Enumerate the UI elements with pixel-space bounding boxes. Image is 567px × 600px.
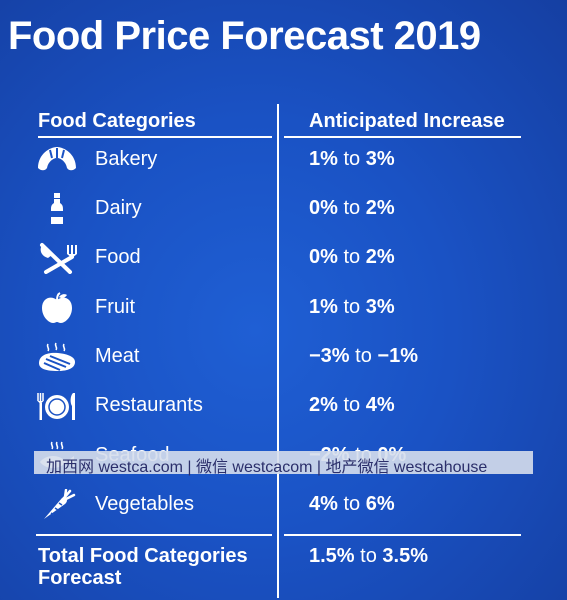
increase-value: 4% to 6% [309,493,395,516]
total-to: to [360,545,377,567]
increase-high: 2% [365,246,395,268]
total-separator-right [284,534,521,536]
increase-low: 1% [309,296,338,318]
increase-value: 1% to 3% [309,296,395,319]
increase-to: to [343,246,361,268]
table-row-meat: Meat −3% to −1% [0,337,567,377]
category-label: Food [95,246,141,268]
table-row-restaurants: Restaurants 2% to 4% [0,386,567,426]
increase-low: 1% [309,148,338,170]
increase-to: to [355,345,372,367]
increase-value: 2% to 4% [309,394,395,417]
plate-utensils-icon [36,390,78,422]
watermark-banner: 加西网 westca.com | 微信 westcacom | 地产微信 wes… [34,451,533,476]
increase-to: to [343,296,361,318]
table-row-fruit: Fruit 1% to 3% [0,288,567,328]
milk-bottle-icon [36,193,78,225]
category-label: Fruit [95,296,135,318]
page-title: Food Price Forecast 2019 [8,14,481,58]
carrot-icon [36,489,78,521]
increase-to: to [343,394,361,416]
increase-high: 3% [365,296,395,318]
increase-low: 0% [309,197,338,219]
total-value: 1.5% to 3.5% [309,545,428,568]
increase-value: 0% to 2% [309,246,395,269]
header-anticipated-increase: Anticipated Increase [309,110,505,132]
increase-low: 2% [309,394,338,416]
increase-high: −1% [377,345,418,367]
total-separator-left [36,534,272,536]
apple-icon [36,292,78,324]
increase-high: 6% [365,493,395,515]
table-row-dairy: Dairy 0% to 2% [0,189,567,229]
category-label: Restaurants [95,394,203,416]
total-low: 1.5% [309,545,355,567]
increase-to: to [343,493,361,515]
table-row-vegetables: Vegetables 4% to 6% [0,485,567,525]
increase-value: −3% to −1% [309,345,418,368]
table-row-food: Food 0% to 2% [0,238,567,278]
increase-high: 4% [365,394,395,416]
header-food-categories: Food Categories [38,110,196,132]
column-divider [277,104,279,598]
table-row-bakery: Bakery 1% to 3% [0,140,567,180]
fork-knife-icon [36,242,78,274]
category-label: Meat [95,345,140,367]
steak-icon [36,341,78,373]
total-label: Total Food Categories Forecast [38,545,248,589]
increase-value: 1% to 3% [309,148,395,171]
watermark-text: 加西网 westca.com | 微信 westcacom | 地产微信 wes… [46,459,488,476]
header-underline-right [284,136,521,138]
category-label: Vegetables [95,493,194,515]
increase-to: to [343,197,361,219]
increase-low: −3% [309,345,350,367]
increase-high: 3% [365,148,395,170]
category-label: Bakery [95,148,158,170]
croissant-icon [36,144,78,176]
category-label: Dairy [95,197,142,219]
increase-value: 0% to 2% [309,197,395,220]
header-underline-left [38,136,272,138]
increase-to: to [343,148,361,170]
increase-high: 2% [365,197,395,219]
increase-low: 4% [309,493,338,515]
increase-low: 0% [309,246,338,268]
total-high: 3.5% [382,545,428,567]
